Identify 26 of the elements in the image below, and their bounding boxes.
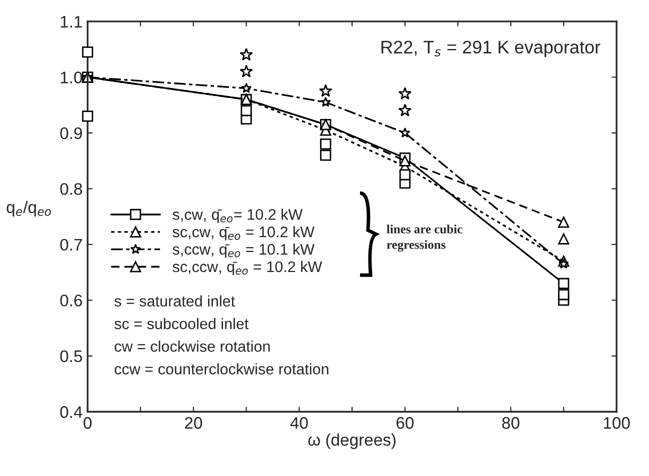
- y-tick-label: 1.1: [60, 16, 82, 28]
- legend-label: s,cw, q̄$_{eo}$= 10.2 kW: [172, 208, 303, 223]
- legend-label: s,ccw, q̄$_{eo}$ = 10.1 kW: [172, 244, 314, 258]
- annotation: lines are cubic: [386, 224, 462, 234]
- x-tick-label: 80: [502, 417, 520, 429]
- annotation: cw = clockwise rotation: [114, 340, 270, 352]
- y-axis-title: q$_{e}$/q$_{eo}$: [6, 200, 51, 216]
- x-tick-label: 100: [604, 417, 630, 429]
- legend-label: sc,cw, q̄$_{eo}$ = 10.2 kW: [172, 226, 314, 240]
- y-tick-label: 0.8: [60, 183, 82, 195]
- x-tick-label: 40: [290, 417, 308, 429]
- y-tick-label: 0.4: [60, 406, 82, 418]
- x-axis-title: ω (degrees): [308, 434, 396, 450]
- annotation: ccw = counterclockwise rotation: [114, 363, 328, 374]
- legend-label: sc,ccw, q̄$_{eo}$ = 10.2 kW: [172, 260, 322, 276]
- annotation: regressions: [386, 240, 446, 252]
- annotation: s = saturated inlet: [114, 295, 235, 307]
- x-tick-label: 0: [84, 417, 92, 429]
- y-tick-label: 0.7: [60, 238, 82, 251]
- x-tick-label: 60: [396, 417, 414, 429]
- y-tick-label: 0.5: [60, 350, 82, 362]
- x-tick-label: 20: [184, 417, 202, 429]
- annotation: sc = subcooled inlet: [114, 318, 249, 330]
- annotation: R22, T$_{s}$ = 291 K evaporator: [382, 40, 600, 58]
- y-tick-label: 0.9: [60, 127, 82, 140]
- y-tick-label: 0.6: [60, 294, 82, 306]
